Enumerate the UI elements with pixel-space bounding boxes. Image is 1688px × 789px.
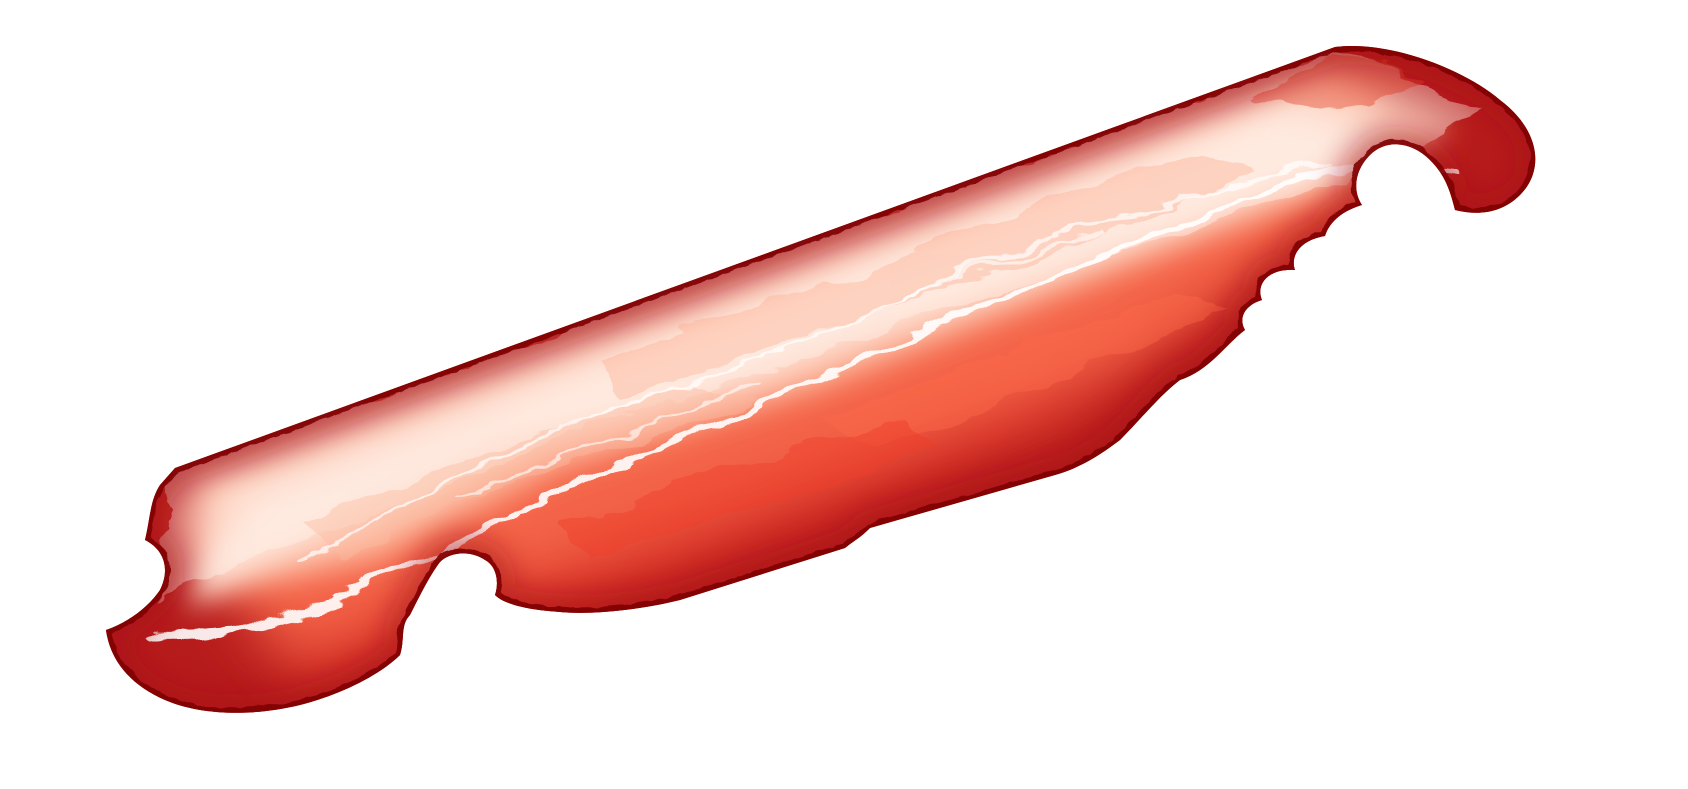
heat-surface (106, 45, 1536, 713)
heatmap-figure (106, 45, 1536, 713)
